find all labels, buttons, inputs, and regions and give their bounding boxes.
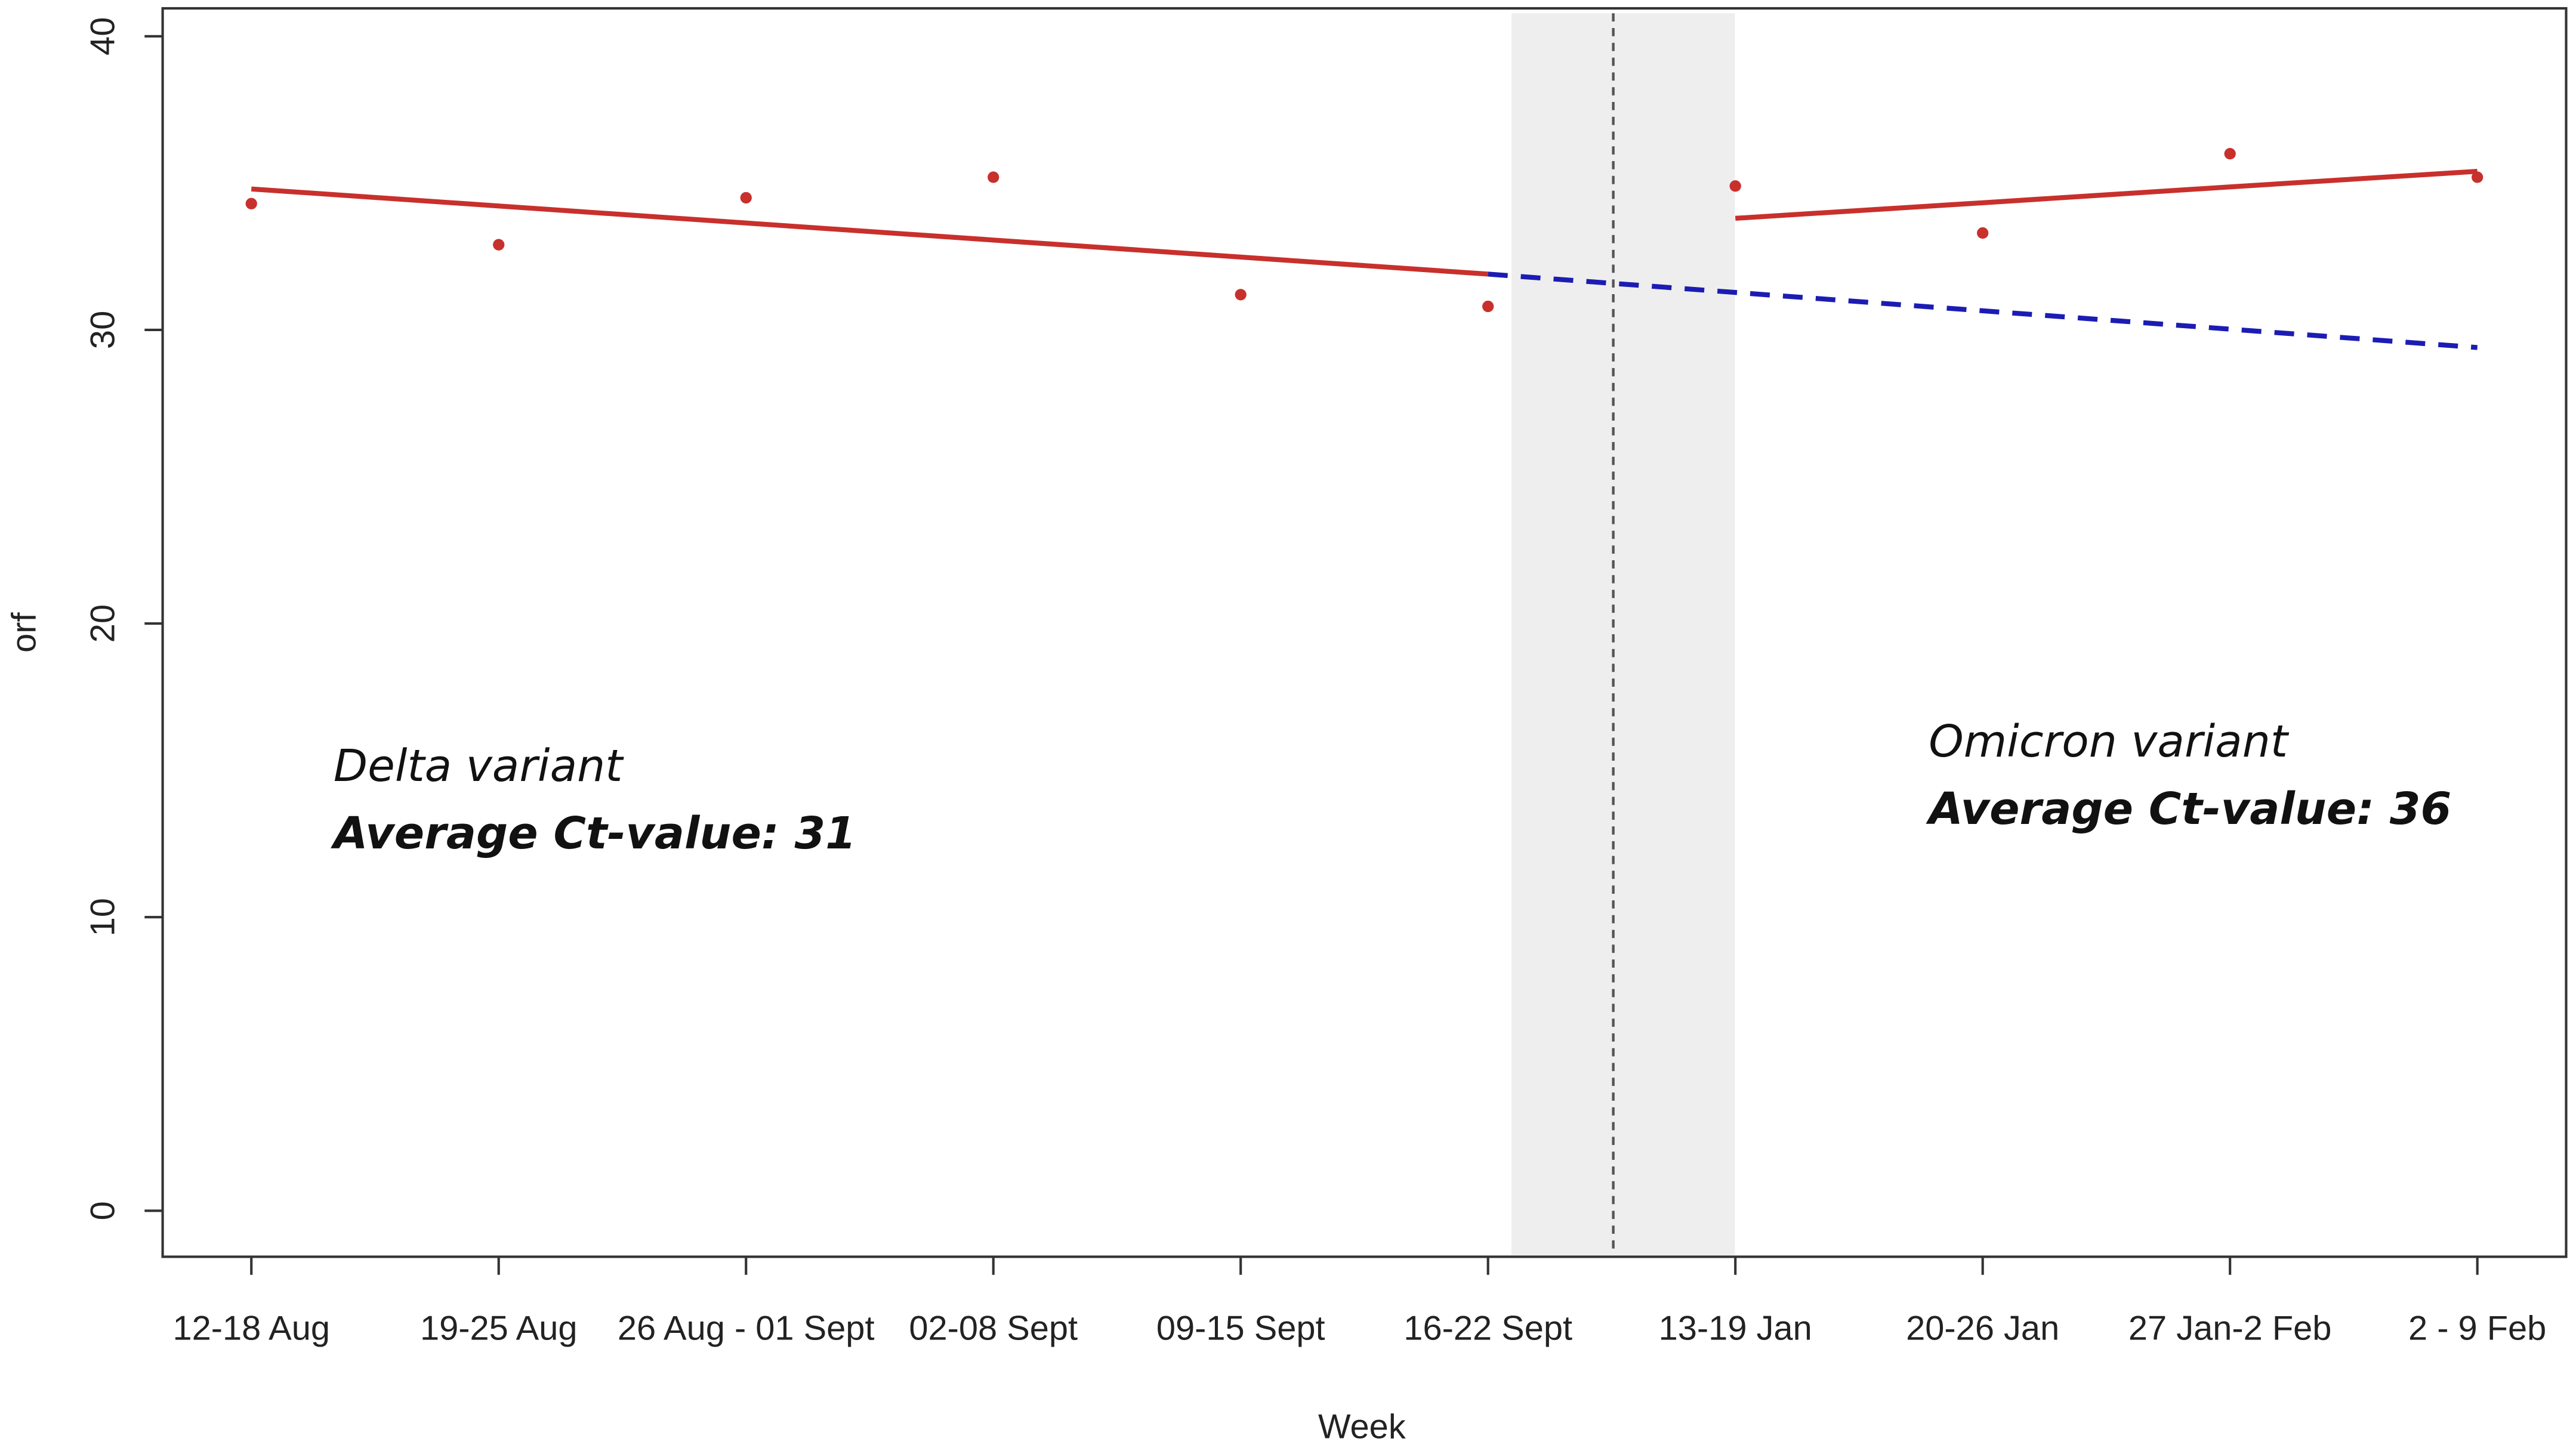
y-tick-label: 30 xyxy=(84,311,122,349)
x-tick-label: 02-08 Sept xyxy=(909,1310,1078,1348)
data-point xyxy=(2472,171,2484,183)
data-point xyxy=(2224,148,2236,160)
x-tick-label: 26 Aug - 01 Sept xyxy=(618,1310,875,1348)
data-point xyxy=(988,171,999,183)
y-tick-label: 10 xyxy=(84,898,122,936)
annotation: Average Ct-value: 36 xyxy=(1926,783,2451,835)
x-tick-label: 27 Jan-2 Feb xyxy=(2128,1310,2332,1348)
x-tick-label: 19-25 Aug xyxy=(420,1310,578,1348)
data-point xyxy=(493,239,505,251)
x-tick-label: 09-15 Sept xyxy=(1156,1310,1325,1348)
x-tick-label: 16-22 Sept xyxy=(1403,1310,1572,1348)
data-point xyxy=(1977,227,1989,239)
x-tick-label: 2 - 9 Feb xyxy=(2408,1310,2546,1348)
data-point xyxy=(1482,300,1494,313)
trend-line xyxy=(1735,169,2478,221)
y-axis-label: orf xyxy=(5,612,43,653)
y-tick-label: 0 xyxy=(84,1201,122,1220)
plot-frame xyxy=(161,7,2568,1258)
y-tick-label: 40 xyxy=(84,17,122,55)
trend-line xyxy=(1488,271,2478,350)
data-point xyxy=(1729,180,1741,192)
shaded-region xyxy=(1511,13,1735,1255)
x-tick-label: 13-19 Jan xyxy=(1659,1310,1812,1348)
x-axis-label: Week xyxy=(1318,1408,1406,1446)
x-tick-label: 12-18 Aug xyxy=(172,1310,330,1348)
data-point xyxy=(1235,289,1247,301)
trend-line xyxy=(251,186,1488,277)
annotation: Average Ct-value: 31 xyxy=(331,807,856,859)
data-point xyxy=(245,197,257,209)
x-tick-label: 20-26 Jan xyxy=(1906,1310,2059,1348)
data-point xyxy=(740,192,752,204)
y-tick-label: 20 xyxy=(84,604,122,643)
annotation: Omicron variant xyxy=(1929,715,2290,767)
annotation: Delta variant xyxy=(334,740,624,792)
